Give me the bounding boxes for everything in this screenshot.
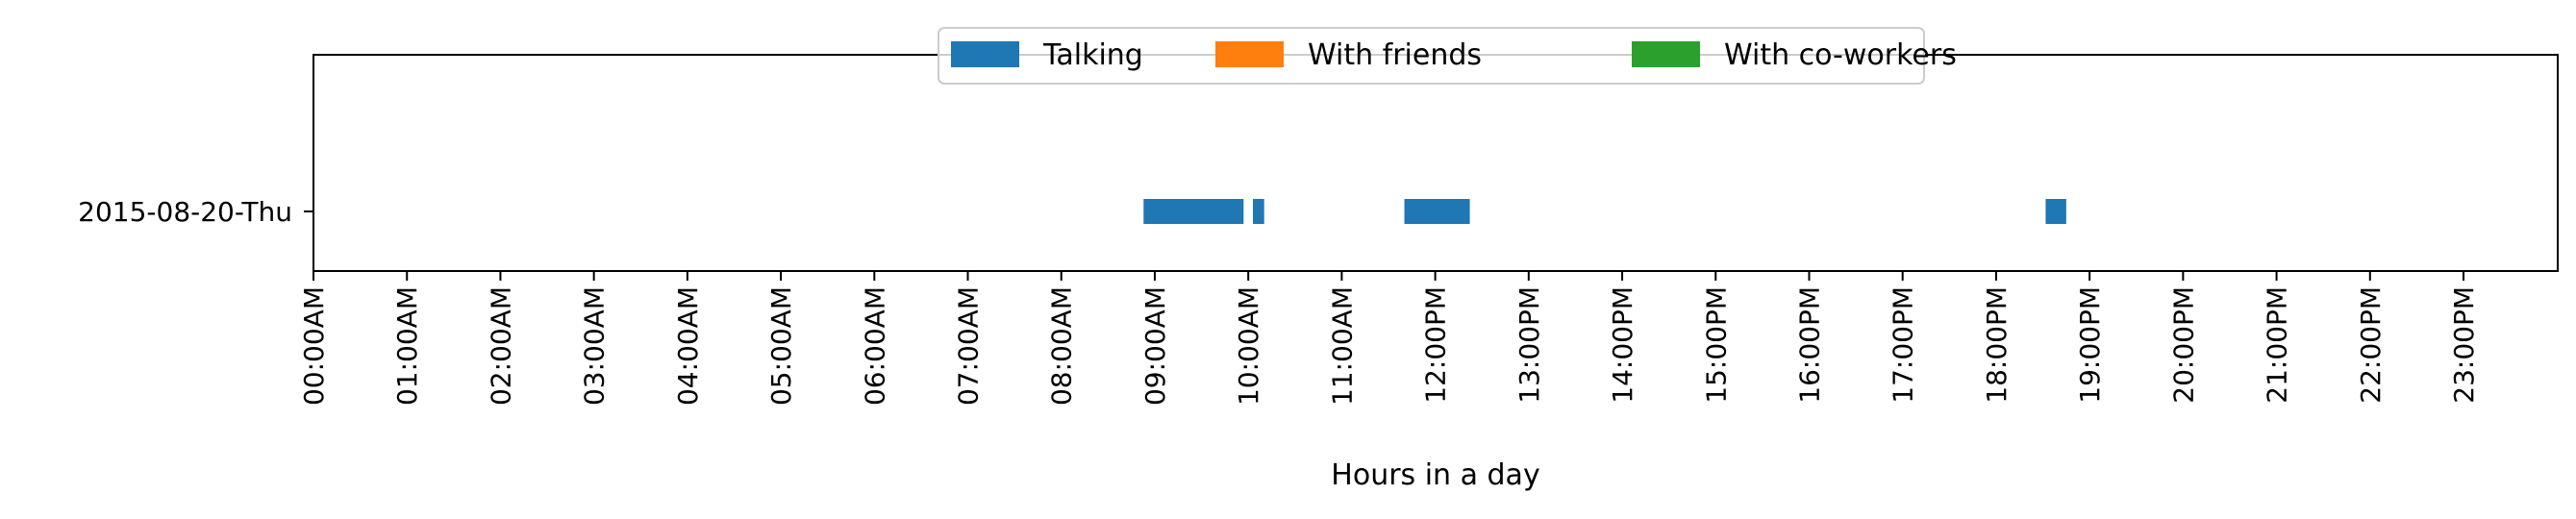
x-tick-label: 15:00PM [1700,286,1732,404]
x-tick-label: 10:00AM [1233,286,1264,406]
x-tick-label: 20:00PM [2167,286,2199,404]
interval-bar [1253,199,1264,224]
x-tick-label: 12:00PM [1420,286,1452,404]
x-tick-label: 22:00PM [2355,286,2387,404]
interval-bar [2045,199,2066,224]
x-tick-label: 14:00PM [1607,286,1638,404]
legend-label: Talking [1042,38,1143,72]
x-tick-label: 17:00PM [1888,286,1919,404]
x-tick-label: 04:00AM [672,286,704,406]
y-axis: 2015-08-20-Thu [78,196,313,228]
x-tick-label: 02:00AM [485,286,516,406]
legend-label: With co-workers [1724,38,1957,72]
x-tick-label: 19:00PM [2074,286,2106,404]
x-tick-label: 03:00AM [579,286,611,406]
plot-bars [1143,199,2066,224]
legend: Talking With friends With co-workers [938,27,1957,85]
x-tick-label: 06:00AM [859,286,890,406]
x-tick-label: 18:00PM [1981,286,2013,404]
interval-bar [1404,199,1470,224]
x-tick-label: 00:00AM [298,286,330,406]
x-tick-label: 01:00AM [391,286,423,406]
y-tick-label: 2015-08-20-Thu [78,196,292,228]
legend-swatch [951,41,1019,67]
legend-label: With friends [1308,38,1482,72]
x-tick-label: 09:00AM [1139,286,1171,406]
x-axis: 00:00AM 01:00AM 02:00AM 03:00AM 04:00AM 05:00… [298,271,2480,406]
legend-swatch [1632,41,1700,67]
x-axis-label: Hours in a day [1331,458,1539,492]
x-tick-label: 08:00AM [1046,286,1078,406]
legend-swatch [1215,41,1284,67]
x-tick-label: 16:00PM [1793,286,1825,404]
x-tick-label: 21:00PM [2262,286,2293,404]
x-tick-label: 11:00AM [1326,286,1358,406]
x-tick-label: 13:00PM [1513,286,1545,404]
plot-frame [313,54,2559,272]
x-tick-label: 07:00AM [953,286,985,406]
interval-bar [1143,199,1244,224]
x-tick-label: 05:00AM [765,286,797,406]
x-tick-label: 23:00PM [2448,286,2480,404]
